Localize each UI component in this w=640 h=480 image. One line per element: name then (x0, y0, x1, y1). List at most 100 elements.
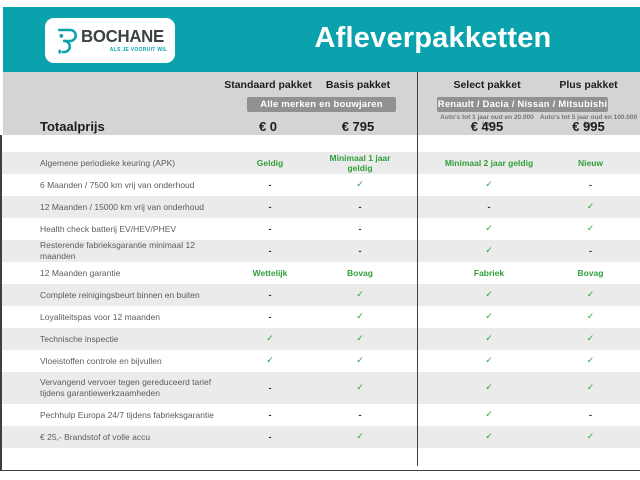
table-row: Loyaliteitspas voor 12 maanden - ✓ ✓ ✓ (2, 306, 640, 328)
table-row: Vloeistoffen controle en bijvullen ✓ ✓ ✓… (2, 350, 640, 372)
feature-value-basis: - (358, 224, 362, 234)
table-row: Algemene periodieke keuring (APK) Geldig… (2, 152, 640, 174)
feature-value-basis: Minimaal 1 jaar geldig (329, 153, 391, 173)
feature-label: Complete reinigingsbeurt binnen en buite… (40, 289, 200, 300)
feature-value-plus: ✓ (586, 432, 595, 442)
price-plus: € 995 (572, 118, 605, 134)
feature-value-plus: ✓ (586, 290, 595, 300)
feature-value-basis: - (358, 246, 362, 256)
feature-label: Algemene periodieke keuring (APK) (40, 157, 176, 168)
price-basis: € 795 (341, 118, 375, 134)
feature-value-select: ✓ (485, 246, 493, 256)
feature-value-standaard: Geldig (256, 158, 284, 168)
feature-label: Health check batterij EV/HEV/PHEV (40, 223, 177, 234)
feature-label: Technische inspectie (40, 333, 119, 344)
column-header-select: Select pakket (453, 79, 521, 91)
table-row: Health check batterij EV/HEV/PHEV - - ✓ … (2, 218, 640, 240)
badge-alle-merken: Alle merken en bouwjaren (247, 97, 396, 112)
feature-value-standaard: - (268, 246, 272, 256)
rows-bottom-filler (2, 448, 640, 470)
feature-value-standaard: - (268, 383, 272, 393)
feature-value-plus: ✓ (586, 383, 595, 393)
table-row: Resterende fabrieksgarantie minimaal 12 … (2, 240, 640, 262)
feature-value-basis: ✓ (356, 180, 364, 190)
rows-top-spacer (2, 135, 640, 152)
feature-value-standaard: - (268, 410, 272, 420)
price-standaard: € 0 (258, 118, 278, 134)
note-plus: Auto's tot 5 jaar oud en 100.000 km (539, 114, 638, 128)
feature-value-select: ✓ (485, 410, 493, 420)
column-header-plus: Plus pakket (559, 79, 618, 91)
feature-value-standaard: - (268, 290, 272, 300)
feature-value-basis: ✓ (356, 432, 364, 442)
feature-value-standaard: - (268, 180, 272, 190)
feature-label: 12 Maanden garantie (40, 267, 121, 278)
badge-merken-select-plus: Renault / Dacia / Nissan / Mitsubishi (437, 97, 608, 112)
feature-value-plus: - (589, 180, 592, 190)
feature-label: 12 Maanden / 15000 km vrij van onderhoud (40, 201, 204, 212)
bochane-logo: BOCHANE ALS JE VOORUIT WIL (45, 18, 175, 63)
feature-value-select: Fabriek (473, 268, 505, 278)
feature-value-select: ✓ (485, 312, 493, 322)
column-header-standaard: Standaard pakket (224, 79, 312, 91)
feature-value-select: ✓ (485, 334, 493, 344)
feature-value-standaard: - (268, 312, 272, 322)
feature-value-plus: - (589, 246, 592, 256)
feature-value-select: ✓ (485, 356, 493, 366)
feature-value-plus: Bovag (577, 268, 604, 278)
feature-value-basis: ✓ (356, 356, 364, 366)
table-row: € 25,- Brandstof of volle accu - ✓ ✓ ✓ (2, 426, 640, 448)
feature-value-standaard: - (268, 224, 272, 234)
column-header-basis: Basis pakket (325, 79, 391, 91)
package-group-divider (417, 72, 418, 466)
table-row: Technische inspectie ✓ ✓ ✓ ✓ (2, 328, 640, 350)
feature-value-plus: Nieuw (577, 158, 604, 168)
feature-value-standaard: - (268, 202, 272, 212)
feature-value-standaard: Wettelijk (252, 268, 288, 278)
bochane-logo-icon (57, 28, 77, 54)
feature-label: Loyaliteitspas voor 12 maanden (40, 311, 161, 322)
column-headers: Standaard pakket Basis pakket Select pak… (0, 79, 640, 91)
feature-value-basis: ✓ (356, 290, 364, 300)
brand-tagline: ALS JE VOORUIT WIL (109, 47, 168, 54)
feature-value-plus: ✓ (586, 334, 595, 344)
header-bar: BOCHANE ALS JE VOORUIT WIL Afleverpakket… (3, 7, 640, 72)
feature-label: Resterende fabrieksgarantie minimaal 12 … (40, 240, 195, 261)
feature-value-standaard: ✓ (266, 356, 274, 366)
feature-value-select: ✓ (485, 432, 493, 442)
feature-value-plus: ✓ (586, 356, 595, 366)
brand-name: BOCHANE (81, 25, 164, 46)
feature-value-select: ✓ (485, 290, 493, 300)
column-notes: Auto's tot 1 jaar oud en 20.000 km Auto'… (0, 114, 640, 128)
table-row: Vervangend vervoer tegen gereduceerd tar… (2, 372, 640, 404)
feature-label: Vloeistoffen controle en bijvullen (40, 355, 162, 366)
feature-value-basis: ✓ (356, 334, 364, 344)
feature-value-basis: - (358, 410, 362, 420)
note-select: Auto's tot 1 jaar oud en 20.000 km (440, 114, 534, 128)
feature-label: 6 Maanden / 7500 km vrij van onderhoud (40, 179, 195, 190)
total-price-label: Totaalprijs (40, 118, 105, 134)
table-row: 12 Maanden / 15000 km vrij van onderhoud… (2, 196, 640, 218)
feature-label: € 25,- Brandstof of volle accu (40, 431, 151, 442)
feature-value-basis: - (358, 202, 362, 212)
feature-value-plus: ✓ (586, 224, 595, 234)
feature-value-basis: ✓ (356, 383, 364, 393)
feature-value-plus: ✓ (586, 312, 595, 322)
page-title: Afleverpakketten (314, 22, 552, 54)
feature-value-standaard: ✓ (266, 334, 274, 344)
total-price-row: Totaalprijs € 0 € 795 € 495 € 995 (0, 118, 640, 134)
feature-value-basis: ✓ (356, 312, 364, 322)
price-select: € 495 (470, 118, 504, 134)
table-row: Complete reinigingsbeurt binnen en buite… (2, 284, 640, 306)
feature-label: Vervangend vervoer tegen gereduceerd tar… (40, 377, 212, 398)
feature-label: Pechhulp Europa 24/7 tijdens fabrieksgar… (40, 409, 214, 420)
feature-rows: Algemene periodieke keuring (APK) Geldig… (0, 135, 640, 471)
feature-value-select: ✓ (485, 383, 493, 393)
feature-value-plus: - (589, 410, 592, 420)
feature-value-select: - (487, 202, 491, 212)
feature-value-standaard: - (268, 432, 272, 442)
table-row: 12 Maanden garantie Wettelijk Bovag Fabr… (2, 262, 640, 284)
feature-value-select: Minimaal 2 jaar geldig (444, 158, 534, 168)
feature-value-basis: Bovag (347, 268, 373, 278)
table-row: 6 Maanden / 7500 km vrij van onderhoud -… (2, 174, 640, 196)
